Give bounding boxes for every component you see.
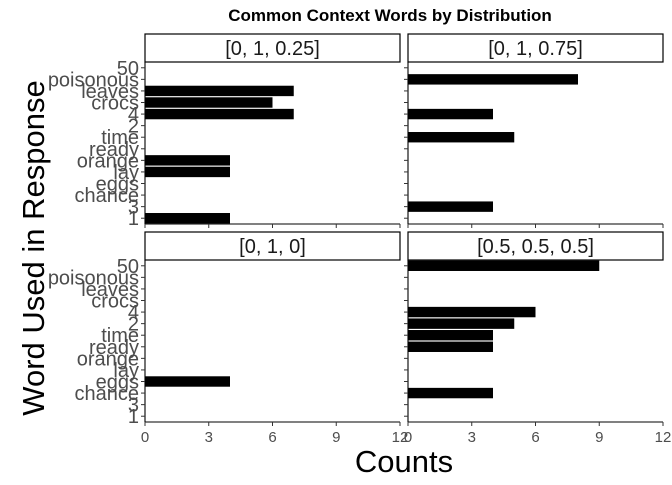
facet-label: [0, 1, 0]	[239, 236, 306, 258]
facet-strip	[144, 33, 401, 63]
y-tick-label: 4	[128, 302, 139, 324]
facet-strip	[407, 33, 664, 63]
y-tick-label: chance	[75, 185, 140, 207]
x-tick-label: 9	[595, 429, 603, 446]
facet-label: [0, 1, 0.25]	[225, 38, 320, 60]
x-tick-label: 0	[404, 429, 412, 446]
chart-title: Common Context Words by Distribution	[228, 6, 552, 25]
bar	[408, 260, 600, 271]
y-tick-label: 3	[128, 395, 139, 417]
x-tick-label: 3	[205, 429, 213, 446]
y-tick-label: eggs	[96, 174, 139, 196]
y-tick-label: 2	[128, 314, 139, 336]
bar	[145, 376, 230, 387]
y-tick-label: 1	[128, 406, 139, 428]
y-tick-label: poisonous	[48, 69, 139, 91]
y-tick-label: poisonous	[48, 267, 139, 289]
facet-strip	[144, 231, 401, 261]
y-tick-label: 1	[128, 208, 139, 230]
x-tick-label: 12	[392, 429, 409, 446]
y-tick-label: eggs	[96, 372, 139, 394]
bar	[408, 108, 493, 120]
bar	[145, 108, 294, 120]
y-tick-label: 3	[128, 197, 139, 219]
y-tick-label: lay	[113, 360, 139, 382]
y-axis-label: Word Used in Response	[16, 80, 51, 415]
y-tick-label: lay	[113, 162, 139, 184]
x-tick-label: 0	[141, 429, 149, 446]
y-tick-label: crocs	[91, 93, 139, 115]
facet-strip	[407, 231, 664, 261]
bar	[408, 132, 515, 143]
bar	[145, 85, 294, 97]
bar	[408, 318, 515, 329]
bar	[408, 341, 493, 352]
y-tick-label: leaves	[81, 81, 139, 103]
y-tick-label: 4	[128, 104, 139, 126]
x-tick-label: 6	[268, 429, 276, 446]
y-tick-label: ready	[89, 139, 139, 161]
y-tick-label: chance	[75, 383, 140, 405]
bar	[408, 306, 536, 318]
facets-layer: [0, 1, 0.25]50poisonousleavescrocs42time…	[48, 33, 672, 446]
bar	[145, 155, 230, 166]
bar	[408, 201, 493, 212]
y-tick-label: 50	[117, 58, 139, 80]
bar	[408, 330, 493, 341]
bar	[408, 387, 493, 399]
y-tick-label: orange	[77, 150, 139, 172]
y-tick-label: 2	[128, 116, 139, 138]
y-tick-label: crocs	[91, 291, 139, 313]
y-tick-label: time	[101, 127, 139, 149]
facet-panel: [0.5, 0.5, 0.5] 0 3 6 9 12	[404, 231, 672, 446]
y-tick-label: orange	[77, 348, 139, 370]
y-tick-label: time	[101, 325, 139, 347]
y-tick-label: 50	[117, 256, 139, 278]
x-tick-label: 9	[332, 429, 340, 446]
y-tick-label: leaves	[81, 279, 139, 301]
bar	[145, 166, 230, 178]
x-tick-label: 3	[468, 429, 476, 446]
y-tick-label: ready	[89, 337, 139, 359]
x-tick-label: 6	[531, 429, 539, 446]
bar	[145, 97, 273, 108]
facet-panel: [0, 1, 0] 50poisonousleavescrocs42timerea…	[48, 231, 409, 446]
facet-label: [0, 1, 0.75]	[488, 38, 583, 60]
bar	[408, 74, 578, 85]
x-axis-label: Counts	[355, 444, 453, 479]
facet-panel: [0, 1, 0.25] 50poisonousleavescrocs42time…	[48, 33, 401, 230]
bar	[145, 213, 230, 224]
facet-panel: [0, 1, 0.75]	[404, 33, 664, 228]
facet-label: [0.5, 0.5, 0.5]	[477, 236, 594, 258]
x-tick-label: 12	[655, 429, 672, 446]
